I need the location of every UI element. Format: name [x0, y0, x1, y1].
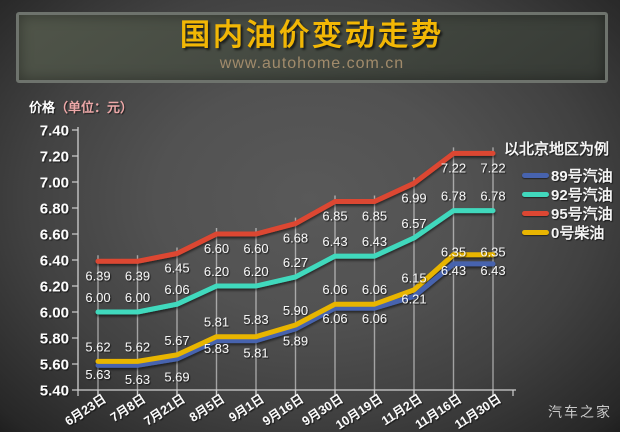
legend-label: 95号汽油 [551, 206, 613, 223]
data-label: 5.90 [283, 303, 308, 318]
data-label: 5.83 [243, 312, 268, 327]
legend-label: 92号汽油 [551, 187, 613, 204]
droplines [97, 147, 494, 396]
legend-item-2: 95号汽油 [504, 204, 613, 223]
title-banner: 国内油价变动走势 www.autohome.com.cn [16, 12, 608, 83]
data-label: 6.57 [401, 216, 426, 231]
data-label: 6.27 [283, 255, 308, 270]
data-label: 7.22 [441, 160, 466, 175]
legend-item-3: 0号柴油 [504, 223, 613, 242]
x-axis-ticks [77, 390, 514, 396]
x-axis-label: 6月23日 [63, 392, 109, 429]
data-label: 6.06 [362, 311, 387, 326]
y-axis-title-main: 价格 [29, 100, 56, 115]
data-label: 6.78 [480, 189, 505, 204]
data-label: 6.99 [401, 190, 426, 205]
series-line-3 [95, 252, 496, 364]
page-title: 国内油价变动走势 [180, 19, 444, 52]
svg-text:7.00: 7.00 [40, 175, 69, 192]
data-label: 6.06 [362, 282, 387, 297]
legend-swatch-icon [522, 173, 549, 178]
data-label: 7.22 [480, 160, 505, 175]
svg-text:6.00: 6.00 [40, 305, 69, 322]
data-label: 6.39 [85, 268, 110, 283]
series-line-1 [95, 208, 496, 315]
data-label: 6.35 [441, 245, 466, 260]
data-label: 6.20 [204, 264, 229, 279]
data-label: 6.06 [322, 282, 347, 297]
axes [77, 127, 516, 391]
x-axis-label: 9月1日 [226, 392, 266, 425]
data-label: 6.68 [283, 231, 308, 246]
legend-title: 以北京地区为例 [504, 141, 610, 158]
svg-text:7.20: 7.20 [40, 149, 69, 166]
data-label: 6.06 [164, 282, 189, 297]
svg-text:5.60: 5.60 [40, 357, 69, 374]
data-label: 6.60 [204, 241, 229, 256]
data-label: 5.89 [283, 333, 308, 348]
data-label: 5.63 [85, 367, 110, 382]
data-label: 6.20 [243, 264, 268, 279]
watermark-logo: 汽车之家 [548, 404, 612, 420]
data-label: 5.62 [125, 339, 150, 354]
series-lines [95, 150, 496, 368]
x-axis-label: 7月21日 [142, 392, 188, 429]
legend-item-1: 92号汽油 [504, 185, 613, 204]
data-label: 6.21 [401, 292, 426, 307]
legend-swatch-icon [522, 230, 549, 235]
y-axis-title: 价格（单位：元） [29, 97, 133, 116]
legend-label: 0号柴油 [551, 225, 605, 242]
legend-items: 89号汽油 92号汽油 95号汽油 0号柴油 [504, 166, 613, 242]
site-url: www.autohome.com.cn [219, 55, 405, 72]
legend-label: 89号汽油 [551, 168, 613, 185]
x-axis-label: 9月16日 [260, 392, 306, 429]
data-label: 6.85 [362, 209, 387, 224]
legend-swatch-icon [522, 211, 549, 216]
y-axis-ticks: 5.40 5.60 5.80 6.00 6.20 6.40 6.60 6.80 7.00 7.20… [40, 123, 78, 400]
series-line-2 [95, 150, 496, 264]
data-labels: 5.63 5.63 5.69 5.83 5.81 5.89 6.06 6.06 6.21 6.43… [85, 160, 505, 387]
data-label: 6.45 [164, 261, 189, 276]
svg-text:6.40: 6.40 [40, 253, 69, 270]
data-label: 5.81 [204, 315, 229, 330]
data-label: 5.69 [164, 369, 189, 384]
data-label: 6.00 [125, 290, 150, 305]
data-label: 6.43 [441, 263, 466, 278]
series-line-0 [95, 261, 496, 368]
data-label: 6.43 [322, 234, 347, 249]
data-label: 6.60 [243, 241, 268, 256]
y-axis-title-unit: （单位：元） [55, 100, 134, 115]
data-label: 5.63 [125, 372, 150, 387]
svg-text:5.40: 5.40 [40, 383, 69, 400]
data-label: 6.85 [322, 209, 347, 224]
svg-text:6.20: 6.20 [40, 279, 69, 296]
legend: 以北京地区为例 89号汽油 92号汽油 95号汽油 0号柴油 [504, 138, 613, 242]
data-label: 6.39 [125, 268, 150, 283]
data-label: 6.43 [362, 234, 387, 249]
svg-text:6.80: 6.80 [40, 201, 69, 218]
x-axis-label: 7月8日 [108, 392, 148, 425]
data-label: 6.35 [480, 245, 505, 260]
svg-text:5.80: 5.80 [40, 331, 69, 348]
legend-swatch-icon [522, 192, 549, 197]
data-label: 6.15 [401, 271, 426, 286]
data-label: 6.43 [480, 263, 505, 278]
data-label: 5.67 [164, 333, 189, 348]
data-label: 5.81 [243, 346, 268, 361]
data-label: 6.00 [85, 290, 110, 305]
legend-item-0: 89号汽油 [504, 166, 613, 185]
svg-text:7.40: 7.40 [40, 123, 69, 140]
data-label: 6.06 [322, 311, 347, 326]
data-label: 6.78 [441, 189, 466, 204]
svg-text:6.60: 6.60 [40, 227, 69, 244]
data-label: 5.62 [85, 339, 110, 354]
data-label: 5.83 [204, 341, 229, 356]
x-axis-label: 8月5日 [187, 392, 227, 425]
